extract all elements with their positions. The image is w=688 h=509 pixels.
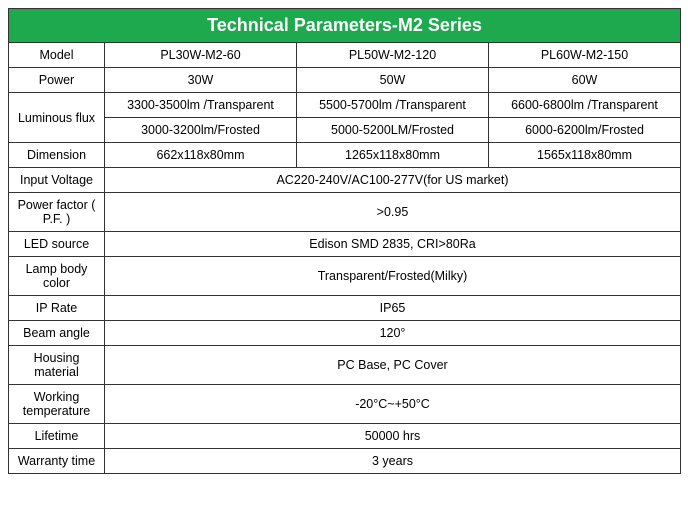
dimension-c: 1565x118x80mm	[489, 143, 681, 168]
value-lamp-body-color: Transparent/Frosted(Milky)	[105, 257, 681, 296]
value-warranty-time: 3 years	[105, 449, 681, 474]
power-a: 30W	[105, 68, 297, 93]
label-lifetime: Lifetime	[9, 424, 105, 449]
row-power: Power 30W 50W 60W	[9, 68, 681, 93]
model-c: PL60W-M2-150	[489, 43, 681, 68]
label-beam-angle: Beam angle	[9, 321, 105, 346]
label-led-source: LED source	[9, 232, 105, 257]
row-luminous-transparent: Luminous flux 3300-3500lm /Transparent 5…	[9, 93, 681, 118]
label-input-voltage: Input Voltage	[9, 168, 105, 193]
luminous-frosted-b: 5000-5200LM/Frosted	[297, 118, 489, 143]
luminous-transparent-b: 5500-5700lm /Transparent	[297, 93, 489, 118]
power-c: 60W	[489, 68, 681, 93]
value-led-source: Edison SMD 2835, CRI>80Ra	[105, 232, 681, 257]
model-b: PL50W-M2-120	[297, 43, 489, 68]
luminous-frosted-a: 3000-3200lm/Frosted	[105, 118, 297, 143]
label-dimension: Dimension	[9, 143, 105, 168]
table-title: Technical Parameters-M2 Series	[9, 9, 681, 43]
value-housing-material: PC Base, PC Cover	[105, 346, 681, 385]
row-warranty-time: Warranty time 3 years	[9, 449, 681, 474]
label-lamp-body-color: Lamp body color	[9, 257, 105, 296]
label-power: Power	[9, 68, 105, 93]
model-a: PL30W-M2-60	[105, 43, 297, 68]
value-power-factor: >0.95	[105, 193, 681, 232]
label-housing-material: Housing material	[9, 346, 105, 385]
value-working-temperature: -20°C~+50°C	[105, 385, 681, 424]
row-power-factor: Power factor ( P.F. ) >0.95	[9, 193, 681, 232]
label-warranty-time: Warranty time	[9, 449, 105, 474]
luminous-transparent-a: 3300-3500lm /Transparent	[105, 93, 297, 118]
dimension-b: 1265x118x80mm	[297, 143, 489, 168]
value-lifetime: 50000 hrs	[105, 424, 681, 449]
luminous-transparent-c: 6600-6800lm /Transparent	[489, 93, 681, 118]
spec-table: Technical Parameters-M2 Series Model PL3…	[8, 8, 681, 474]
label-ip-rate: IP Rate	[9, 296, 105, 321]
row-housing-material: Housing material PC Base, PC Cover	[9, 346, 681, 385]
row-ip-rate: IP Rate IP65	[9, 296, 681, 321]
row-lifetime: Lifetime 50000 hrs	[9, 424, 681, 449]
row-dimension: Dimension 662x118x80mm 1265x118x80mm 156…	[9, 143, 681, 168]
row-beam-angle: Beam angle 120°	[9, 321, 681, 346]
row-working-temperature: Working temperature -20°C~+50°C	[9, 385, 681, 424]
luminous-frosted-c: 6000-6200lm/Frosted	[489, 118, 681, 143]
row-model: Model PL30W-M2-60 PL50W-M2-120 PL60W-M2-…	[9, 43, 681, 68]
label-model: Model	[9, 43, 105, 68]
label-working-temperature: Working temperature	[9, 385, 105, 424]
label-power-factor: Power factor ( P.F. )	[9, 193, 105, 232]
row-input-voltage: Input Voltage AC220-240V/AC100-277V(for …	[9, 168, 681, 193]
power-b: 50W	[297, 68, 489, 93]
row-lamp-body-color: Lamp body color Transparent/Frosted(Milk…	[9, 257, 681, 296]
row-led-source: LED source Edison SMD 2835, CRI>80Ra	[9, 232, 681, 257]
value-ip-rate: IP65	[105, 296, 681, 321]
value-beam-angle: 120°	[105, 321, 681, 346]
label-luminous-flux: Luminous flux	[9, 93, 105, 143]
row-luminous-frosted: 3000-3200lm/Frosted 5000-5200LM/Frosted …	[9, 118, 681, 143]
value-input-voltage: AC220-240V/AC100-277V(for US market)	[105, 168, 681, 193]
dimension-a: 662x118x80mm	[105, 143, 297, 168]
